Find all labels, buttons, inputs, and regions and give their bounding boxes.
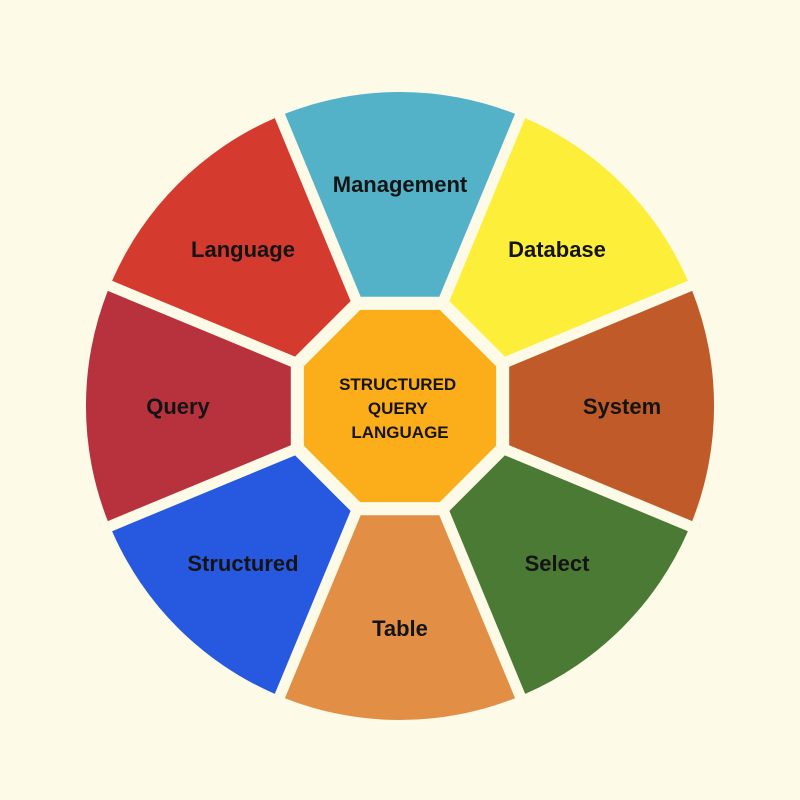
segment-structured: Structured bbox=[112, 455, 351, 694]
segment-system-shape bbox=[509, 290, 715, 522]
segment-database-shape bbox=[449, 118, 688, 357]
segment-management-label: Management bbox=[333, 172, 468, 197]
segment-management: Management bbox=[284, 91, 516, 297]
center-octagon bbox=[303, 309, 497, 503]
segment-query-label: Query bbox=[146, 394, 210, 419]
center-label-line-1: STRUCTURED bbox=[339, 375, 456, 394]
segment-database-label: Database bbox=[508, 237, 606, 262]
center-label: STRUCTURED QUERY LANGUAGE bbox=[339, 375, 461, 442]
segment-query-shape bbox=[85, 290, 291, 522]
segment-select-shape bbox=[449, 455, 688, 694]
segment-structured-shape bbox=[112, 455, 351, 694]
segment-select: Select bbox=[449, 455, 688, 694]
segment-query: Query bbox=[85, 290, 291, 522]
center-label-line-3: LANGUAGE bbox=[351, 423, 448, 442]
segment-language-shape bbox=[112, 118, 351, 357]
segments-layer: Management Database System Select Table Struc… bbox=[85, 91, 715, 721]
segment-management-shape bbox=[284, 91, 516, 297]
center-hub: STRUCTURED QUERY LANGUAGE bbox=[303, 309, 497, 503]
segment-system-label: System bbox=[583, 394, 661, 419]
segment-table-label: Table bbox=[372, 616, 428, 641]
segment-system: System bbox=[509, 290, 715, 522]
segment-database: Database bbox=[449, 118, 688, 357]
segment-language-label: Language bbox=[191, 237, 295, 262]
segment-structured-label: Structured bbox=[187, 551, 298, 576]
center-label-line-2: QUERY bbox=[368, 399, 428, 418]
segment-language: Language bbox=[112, 118, 351, 357]
segment-select-label: Select bbox=[525, 551, 590, 576]
segment-table: Table bbox=[284, 515, 516, 721]
segment-table-shape bbox=[284, 515, 516, 721]
